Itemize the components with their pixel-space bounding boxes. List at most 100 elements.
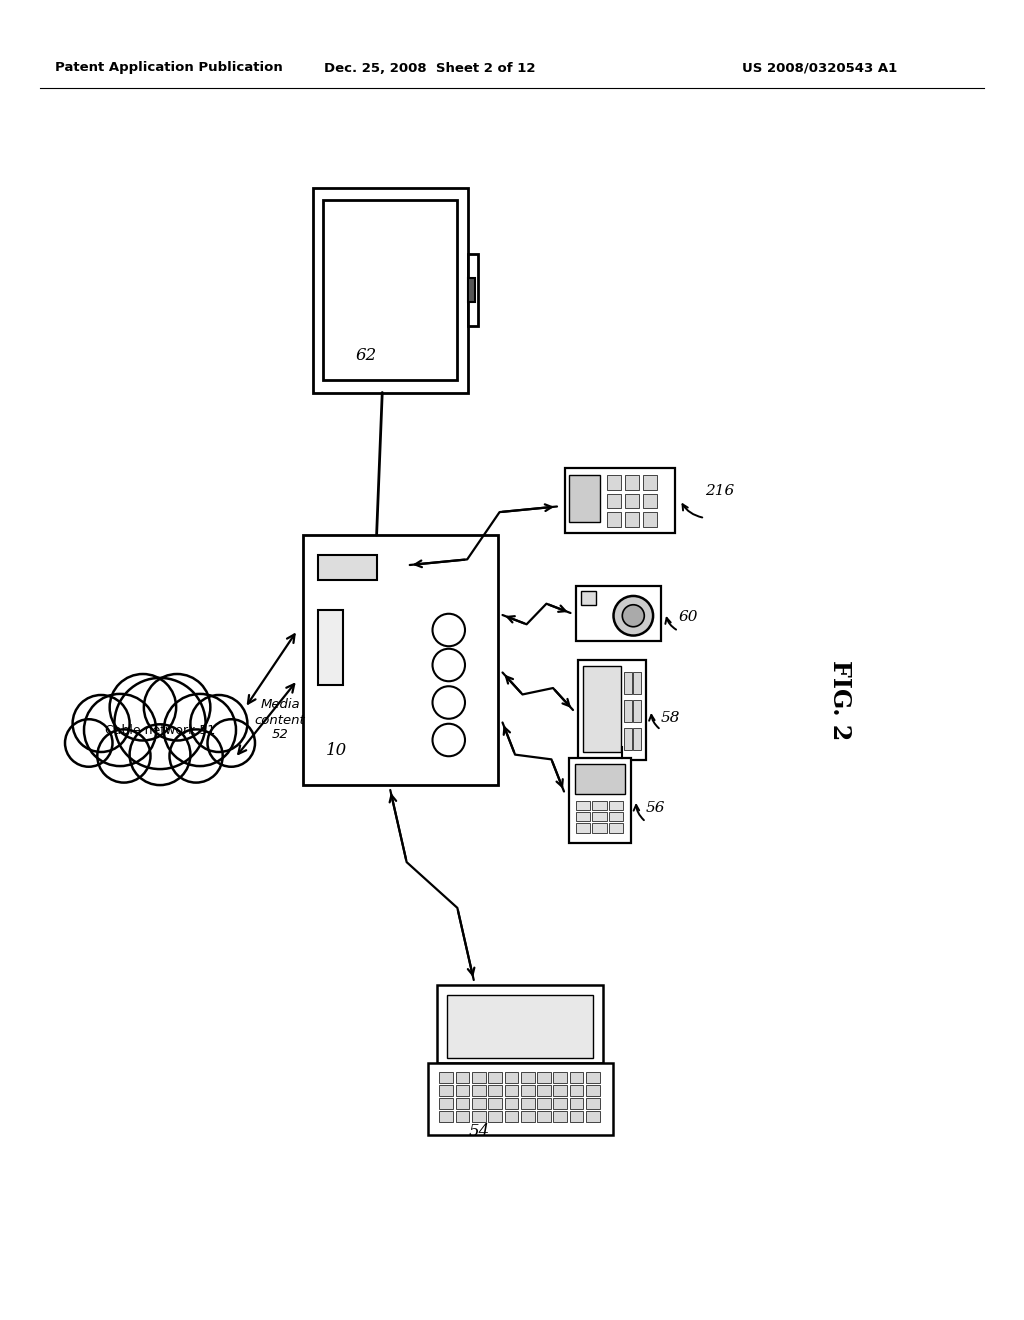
Bar (575, 764, 625, 795)
Bar (625, 729, 632, 750)
Bar (575, 800, 590, 810)
Bar (553, 1098, 567, 1109)
Text: 60: 60 (679, 610, 698, 624)
Bar (427, 1063, 612, 1135)
Circle shape (208, 719, 255, 767)
Bar (439, 1085, 454, 1096)
Bar (456, 1111, 469, 1122)
Bar (488, 1072, 502, 1082)
Bar (625, 672, 632, 694)
Bar (625, 512, 639, 527)
Bar (608, 812, 624, 821)
Circle shape (130, 725, 190, 785)
Circle shape (110, 675, 176, 741)
Bar (643, 512, 657, 527)
Text: 54: 54 (468, 1122, 489, 1139)
Bar (446, 995, 593, 1059)
Bar (578, 660, 646, 760)
Bar (569, 758, 631, 842)
Bar (633, 700, 641, 722)
Bar (553, 1111, 567, 1122)
Circle shape (432, 723, 465, 756)
Bar (521, 1098, 535, 1109)
Bar (439, 1098, 454, 1109)
Bar (505, 1098, 518, 1109)
Bar (537, 1072, 551, 1082)
Circle shape (623, 605, 644, 627)
Bar (553, 1072, 567, 1082)
Bar (581, 591, 596, 605)
Text: US 2008/0320543 A1: US 2008/0320543 A1 (742, 62, 898, 74)
Bar (312, 187, 468, 392)
Bar (625, 700, 632, 722)
Bar (537, 1085, 551, 1096)
Bar (472, 1085, 485, 1096)
Bar (456, 1072, 469, 1082)
Circle shape (613, 595, 653, 635)
Circle shape (143, 675, 210, 741)
Bar (318, 554, 377, 579)
Bar (488, 1098, 502, 1109)
Bar (607, 512, 622, 527)
Bar (575, 586, 660, 640)
Circle shape (432, 648, 465, 681)
Bar (575, 824, 590, 833)
Bar (643, 494, 657, 508)
Bar (607, 494, 622, 508)
Bar (592, 824, 607, 833)
Bar (633, 729, 641, 750)
Circle shape (190, 696, 248, 752)
Bar (608, 800, 624, 810)
Bar (569, 1072, 584, 1082)
Bar (569, 1111, 584, 1122)
Text: FIG. 2: FIG. 2 (828, 660, 852, 741)
Bar (607, 475, 622, 490)
Text: 216: 216 (705, 484, 734, 498)
Text: 62: 62 (356, 347, 377, 364)
Bar (575, 812, 590, 821)
Bar (439, 1111, 454, 1122)
Bar (586, 1098, 600, 1109)
Bar (633, 672, 641, 694)
Circle shape (115, 678, 206, 770)
Bar (625, 494, 639, 508)
Bar (569, 1098, 584, 1109)
Text: 10: 10 (326, 742, 347, 759)
Bar (586, 1085, 600, 1096)
Bar (643, 475, 657, 490)
Text: Patent Application Publication: Patent Application Publication (55, 62, 283, 74)
Bar (437, 985, 603, 1063)
Bar (592, 812, 607, 821)
Bar (472, 1111, 485, 1122)
Bar (456, 1098, 469, 1109)
Text: Media
content
52: Media content 52 (255, 698, 305, 742)
Bar (521, 1085, 535, 1096)
Bar (472, 1098, 485, 1109)
Bar (537, 1111, 551, 1122)
Circle shape (432, 686, 465, 719)
Bar (439, 1072, 454, 1082)
Bar (505, 1111, 518, 1122)
Bar (468, 255, 478, 326)
Circle shape (65, 719, 113, 767)
Bar (521, 1111, 535, 1122)
Circle shape (73, 696, 130, 752)
Bar (488, 1085, 502, 1096)
Bar (318, 610, 343, 685)
Bar (586, 1072, 600, 1082)
Bar (468, 277, 475, 302)
Circle shape (170, 730, 222, 783)
Bar (584, 667, 621, 752)
Bar (521, 1072, 535, 1082)
Bar (505, 1072, 518, 1082)
Bar (537, 1098, 551, 1109)
Bar (456, 1085, 469, 1096)
Bar (488, 1111, 502, 1122)
Bar (302, 535, 498, 785)
Bar (608, 824, 624, 833)
Bar (569, 1085, 584, 1096)
Bar (553, 1085, 567, 1096)
Text: 56: 56 (646, 801, 666, 814)
Bar (505, 1085, 518, 1096)
Text: Dec. 25, 2008  Sheet 2 of 12: Dec. 25, 2008 Sheet 2 of 12 (325, 62, 536, 74)
